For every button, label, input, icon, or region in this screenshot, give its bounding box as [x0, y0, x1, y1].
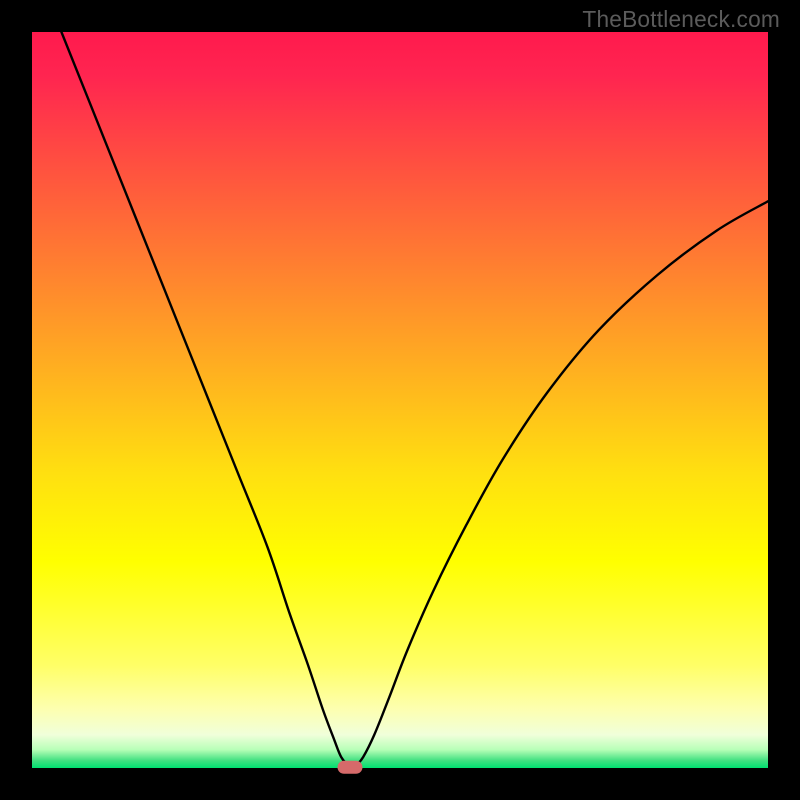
bottleneck-curve [32, 32, 768, 768]
curve-left-branch [61, 32, 348, 766]
curve-right-branch [356, 201, 768, 766]
plot-area [32, 32, 768, 768]
minimum-marker [337, 761, 362, 774]
watermark-text: TheBottleneck.com [582, 6, 780, 33]
outer-frame: TheBottleneck.com [0, 0, 800, 800]
